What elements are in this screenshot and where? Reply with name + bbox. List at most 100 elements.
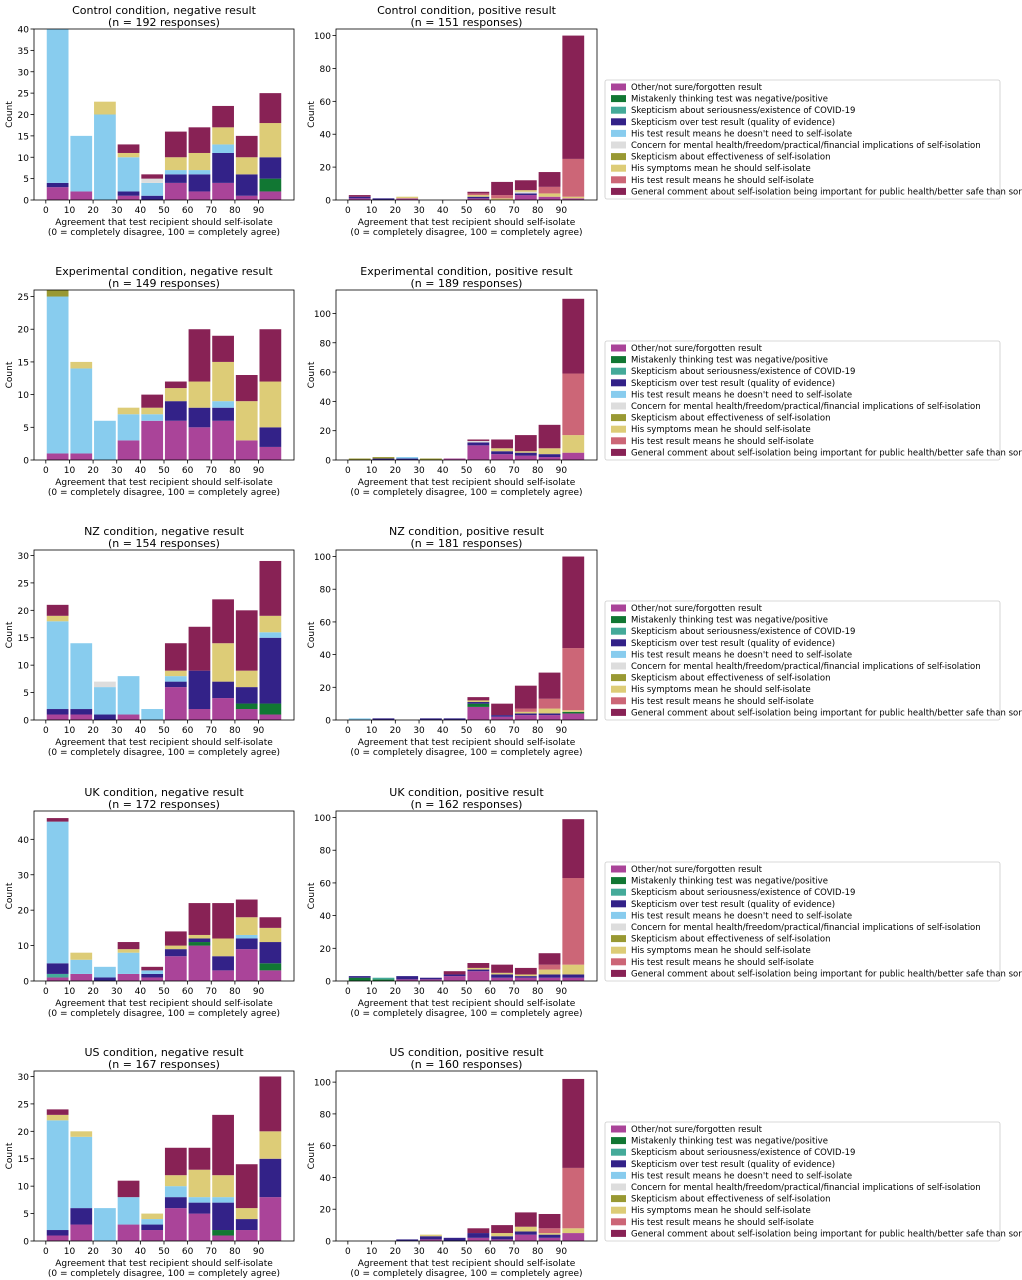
legend-label: Other/not sure/forgotten result [631,344,763,354]
bar-segment [538,196,561,200]
bar-segment [514,452,537,456]
bar-segment [467,439,490,441]
bar-segment [538,698,561,709]
y-tick-label: 0 [325,717,331,727]
y-tick-label: 40 [320,1174,332,1184]
legend-2: Other/not sure/forgotten result Mistakenl… [604,600,1022,721]
y-tick-label: 20 [18,1128,30,1138]
x-tick-label: 70 [508,466,520,476]
bar-segment [562,711,585,714]
bar-segment [491,703,514,716]
bar-segment [117,1180,140,1198]
legend-label: His test result means he should self-iso… [631,176,814,186]
bar-segment [188,127,211,153]
bar-segment [467,963,490,968]
bar-segment [188,427,211,460]
bar-segment [419,979,442,981]
bar-segment [188,938,211,943]
legend-box [604,340,1001,461]
legend-label: His symptoms mean he should self-isolate [631,1206,811,1216]
bar-segment [443,1237,466,1241]
y-axis-label: Count [307,101,317,128]
bar-segment [514,1212,537,1227]
y-tick-label: 0 [23,717,29,727]
bar-segment [46,29,69,183]
bar-segment [491,1239,514,1241]
bar-segment [259,427,282,447]
bar-segment [46,1114,69,1121]
bar-segment [188,1169,211,1198]
y-axis-label: Count [307,882,317,909]
x-tick-label: 30 [111,206,123,216]
bar-segment [46,290,69,297]
bar-segment [259,714,282,720]
bar-segment [538,448,561,455]
y-tick-label: 0 [23,1238,29,1248]
bar-segment [235,687,258,704]
chart-subtitle: (n = 149 responses) [108,277,220,290]
bar-segment [117,157,140,192]
bar-segment [188,329,211,382]
bar-segment [491,448,514,452]
legend-swatch [611,367,626,375]
legend-label: Skepticism about effectiveness of self-i… [631,674,830,684]
bar-segment [514,190,537,192]
x-tick-label: 10 [366,987,378,997]
legend-3: Other/not sure/forgotten result Mistakenl… [604,861,1022,982]
bar-segment [164,670,187,677]
subplot-1: Control condition, positive result(n = 1… [307,4,598,238]
x-tick-label: 0 [345,206,351,216]
legend-label: Other/not sure/forgotten result [631,604,763,614]
bar-segment [491,972,514,975]
chart-subtitle: (n = 172 responses) [108,798,220,811]
bar-segment [188,1213,211,1241]
x-tick-label: 80 [229,206,241,216]
y-tick-label: 25 [18,293,29,303]
x-tick-label: 70 [206,466,218,476]
bar-segment [164,182,187,200]
x-tick-label: 0 [43,466,49,476]
bar-segment [235,440,258,460]
y-tick-label: 20 [320,1206,332,1216]
y-tick-label: 15 [18,358,29,368]
bar-segment [164,381,187,389]
legend-label: His test result means he doesn't need to… [631,129,852,139]
bar-segment [467,440,490,443]
x-axis-label: Agreement that test recipient should sel… [358,738,576,748]
bar-segment [46,621,69,710]
y-tick-label: 10 [18,391,30,401]
bar-segment [538,1213,561,1229]
bar-segment [117,676,140,715]
bar-segment [235,703,258,710]
bar-segment [491,1233,514,1237]
legend-label: His symptoms mean he should self-isolate [631,946,811,956]
bar-segment [443,458,466,460]
bar-segment [117,714,140,720]
subplot-8: US condition, negative result(n = 167 re… [5,1046,295,1279]
bar-segment [46,963,69,974]
bar-segment [538,454,561,458]
legend-swatch [611,900,626,908]
y-axis-label: Count [307,361,317,388]
bar-segment [538,974,561,978]
bar-segment [259,927,282,943]
bar-segment [467,195,490,197]
y-tick-label: 80 [320,586,332,596]
bar-segment [538,713,561,716]
x-tick-label: 80 [532,206,544,216]
x-tick-label: 40 [135,1247,147,1257]
bar-segment [514,435,537,452]
bar-segment [562,710,585,712]
x-tick-label: 50 [158,206,170,216]
x-tick-label: 60 [182,466,194,476]
legend-label: His test result means he should self-iso… [631,697,814,707]
bar-segment [538,964,561,970]
x-tick-label: 40 [135,726,147,736]
legend-1: Other/not sure/forgotten result Mistakenl… [604,340,1022,461]
bar-segment [235,375,258,402]
bar-segment [117,952,140,974]
y-tick-label: 80 [320,1110,332,1120]
bar-segment [491,1236,514,1240]
bar-segment [467,703,490,707]
bar-segment [562,198,585,200]
